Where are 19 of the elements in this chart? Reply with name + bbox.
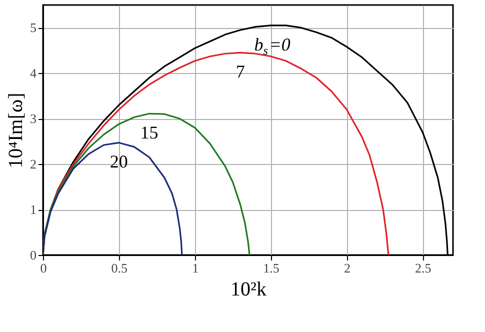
y-tick-label: 3 xyxy=(30,111,36,126)
x-tick-label: 0 xyxy=(40,260,47,276)
x-tick-label: 0.5 xyxy=(111,260,128,276)
y-tick-label: 1 xyxy=(30,202,36,218)
y-tick-label: 2 xyxy=(30,156,36,172)
x-tick-label: 2.5 xyxy=(415,260,432,276)
y-tick-label: 5 xyxy=(30,20,36,36)
line-series xyxy=(43,142,183,255)
x-tick-label: 2 xyxy=(344,260,350,276)
y-tick-label: 4 xyxy=(30,66,37,81)
series-label: 20 xyxy=(110,152,128,172)
x-tick-label: 1 xyxy=(192,260,199,276)
line-series xyxy=(43,112,250,255)
x-tick-label: 1.5 xyxy=(263,260,280,276)
x-axis-title: 10²k xyxy=(230,278,266,300)
y-tick-label: 0 xyxy=(30,248,36,262)
series-label: 15 xyxy=(140,122,158,143)
series-label: 7 xyxy=(236,62,245,82)
y-axis-title: 10⁴Im[ω] xyxy=(5,92,27,168)
